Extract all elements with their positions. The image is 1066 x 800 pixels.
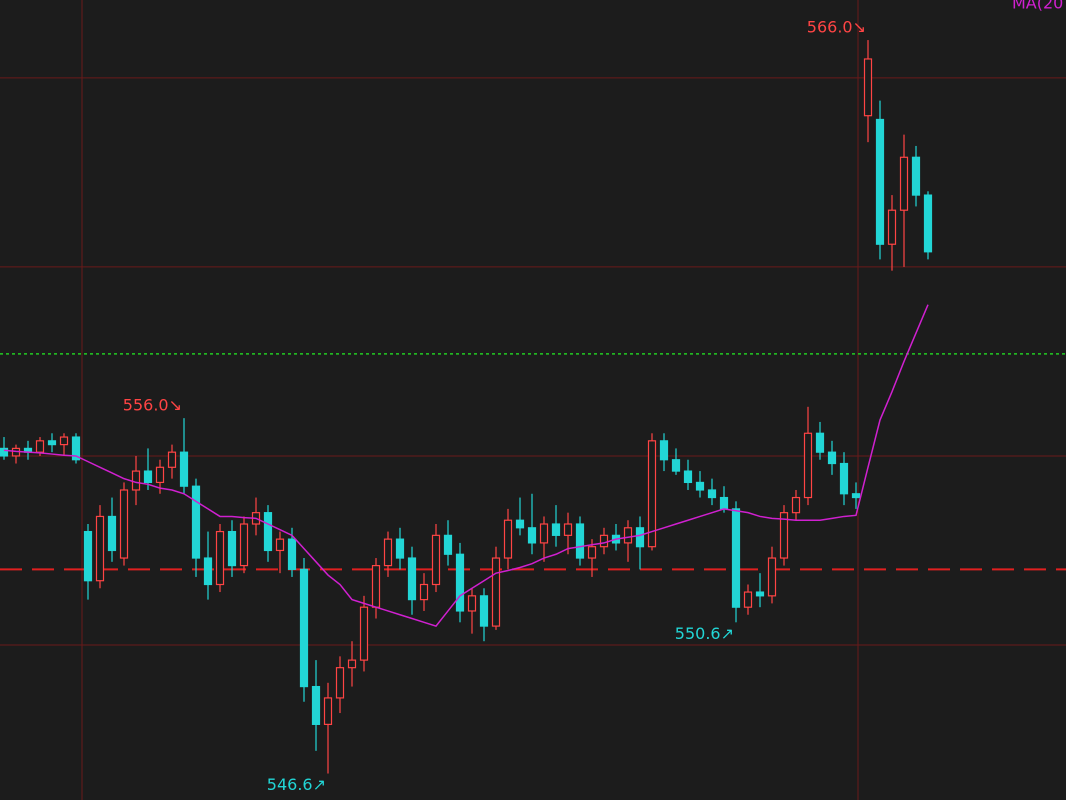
extreme-annotation: 566.0↘ [807, 18, 866, 37]
candle-body [443, 534, 453, 555]
candle-body [803, 432, 813, 499]
candle-body [695, 481, 705, 491]
extreme-annotation: 556.0↘ [123, 396, 182, 415]
candle-body [539, 523, 549, 544]
candle-body [215, 530, 225, 586]
candle-body [311, 685, 321, 725]
candle-body [683, 470, 693, 484]
candle-body [239, 523, 249, 567]
candle-body [827, 451, 837, 465]
candle-body [287, 538, 297, 570]
candle-body [167, 451, 177, 468]
candle-body [191, 485, 201, 559]
ma-line [3, 304, 929, 627]
candle-body [347, 659, 357, 669]
candle-body [0, 447, 9, 457]
candle-body [719, 496, 729, 510]
extreme-annotation: 550.6↗ [675, 624, 734, 643]
candle-body [59, 436, 69, 446]
candle-body [431, 534, 441, 586]
candle-body [467, 595, 477, 612]
candle-body [95, 515, 105, 582]
candle-body [143, 470, 153, 484]
candle-body [383, 538, 393, 567]
candle-body [371, 564, 381, 608]
candle-body [527, 527, 537, 544]
candle-body [887, 209, 897, 245]
candle-body [755, 591, 765, 597]
candle-body [455, 553, 465, 612]
candle-body [107, 515, 117, 552]
candle-body [71, 436, 81, 461]
candle-body [503, 519, 513, 559]
candle-body [587, 546, 597, 559]
candle-body [659, 440, 669, 461]
candle-body [923, 194, 933, 253]
candle-body [551, 523, 561, 536]
candle-body [395, 538, 405, 559]
candle-body [575, 523, 585, 559]
candle-body [815, 432, 825, 453]
extreme-annotation: 546.6↗ [267, 775, 326, 794]
candle-body [839, 462, 849, 495]
candle-body [479, 595, 489, 627]
candle-body [323, 697, 333, 725]
candle-body [671, 459, 681, 472]
candle-body [299, 568, 309, 688]
ma-label: MA(20 [1012, 0, 1063, 13]
candle-body [203, 557, 213, 586]
candle-body [623, 527, 633, 544]
candle-body [779, 512, 789, 559]
candle-body [635, 527, 645, 548]
candle-body [155, 466, 165, 484]
candle-body [851, 493, 861, 499]
candle-body [599, 534, 609, 548]
candle-body [335, 667, 345, 699]
candle-body [131, 470, 141, 491]
candle-body [911, 156, 921, 196]
candle-body [419, 583, 429, 601]
candle-body [707, 489, 717, 499]
candle-body [407, 557, 417, 601]
candle-body [515, 519, 525, 529]
candle-body [227, 530, 237, 567]
candle-body [119, 489, 129, 559]
candle-body [875, 118, 885, 245]
candle-body [179, 451, 189, 487]
candle-body [743, 591, 753, 608]
candle-body [491, 557, 501, 627]
candle-body [35, 440, 45, 453]
candle-body [47, 440, 57, 446]
candle-body [275, 538, 285, 552]
candle-body [731, 508, 741, 608]
candle-body [647, 440, 657, 548]
candle-body [359, 606, 369, 661]
candle-body [767, 557, 777, 597]
candle-body [791, 496, 801, 514]
candle-body [83, 530, 93, 582]
candle-body [899, 156, 909, 211]
candle-body [263, 512, 273, 552]
candle-body [563, 523, 573, 536]
candle-body [863, 58, 873, 117]
